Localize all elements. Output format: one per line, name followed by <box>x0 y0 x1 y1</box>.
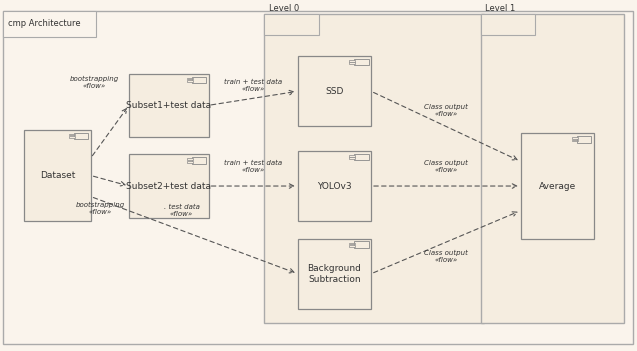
FancyBboxPatch shape <box>129 74 209 137</box>
Text: Level 1: Level 1 <box>485 4 515 13</box>
FancyBboxPatch shape <box>192 157 206 164</box>
FancyBboxPatch shape <box>187 158 192 160</box>
FancyBboxPatch shape <box>298 151 371 221</box>
FancyBboxPatch shape <box>298 239 371 309</box>
FancyBboxPatch shape <box>349 243 355 244</box>
Text: train + test data
«flow»: train + test data «flow» <box>224 79 282 93</box>
Text: SSD: SSD <box>326 87 343 96</box>
FancyBboxPatch shape <box>354 154 368 160</box>
FancyBboxPatch shape <box>3 11 96 37</box>
FancyBboxPatch shape <box>3 11 633 344</box>
FancyBboxPatch shape <box>129 154 209 218</box>
FancyBboxPatch shape <box>481 14 535 35</box>
Text: bootstrapping
«flow»: bootstrapping «flow» <box>76 202 125 216</box>
Text: Background
Subtraction: Background Subtraction <box>308 264 361 284</box>
FancyBboxPatch shape <box>187 161 192 163</box>
Text: Subset2+test data: Subset2+test data <box>126 181 211 191</box>
FancyBboxPatch shape <box>349 62 355 64</box>
FancyBboxPatch shape <box>572 137 578 139</box>
FancyBboxPatch shape <box>572 140 578 141</box>
FancyBboxPatch shape <box>349 60 355 62</box>
Text: Class output
«flow»: Class output «flow» <box>424 250 468 263</box>
Text: Subset1+test data: Subset1+test data <box>126 101 211 110</box>
FancyBboxPatch shape <box>264 14 318 35</box>
FancyBboxPatch shape <box>349 245 355 247</box>
FancyBboxPatch shape <box>74 133 88 139</box>
FancyBboxPatch shape <box>521 133 594 239</box>
Text: bootstrapping
«flow»: bootstrapping «flow» <box>69 76 118 89</box>
Text: Average: Average <box>539 181 576 191</box>
FancyBboxPatch shape <box>349 157 355 159</box>
Text: train + test data
«flow»: train + test data «flow» <box>224 160 282 173</box>
FancyBboxPatch shape <box>187 78 192 79</box>
Text: Class output
«flow»: Class output «flow» <box>424 104 468 117</box>
FancyBboxPatch shape <box>192 77 206 83</box>
Text: YOLOv3: YOLOv3 <box>317 181 352 191</box>
Text: Class output
«flow»: Class output «flow» <box>424 160 468 173</box>
FancyBboxPatch shape <box>349 155 355 157</box>
FancyBboxPatch shape <box>354 59 368 65</box>
Text: . test data
«flow»: . test data «flow» <box>164 204 199 217</box>
FancyBboxPatch shape <box>298 56 371 126</box>
Text: Level 0: Level 0 <box>269 4 299 13</box>
FancyBboxPatch shape <box>69 136 75 138</box>
FancyBboxPatch shape <box>264 14 484 323</box>
FancyBboxPatch shape <box>69 134 75 135</box>
FancyBboxPatch shape <box>187 80 192 82</box>
FancyBboxPatch shape <box>24 130 90 221</box>
FancyBboxPatch shape <box>354 241 368 248</box>
FancyBboxPatch shape <box>577 136 591 143</box>
Text: Dataset: Dataset <box>39 171 75 180</box>
Text: cmp Architecture: cmp Architecture <box>8 19 81 28</box>
FancyBboxPatch shape <box>481 14 624 323</box>
